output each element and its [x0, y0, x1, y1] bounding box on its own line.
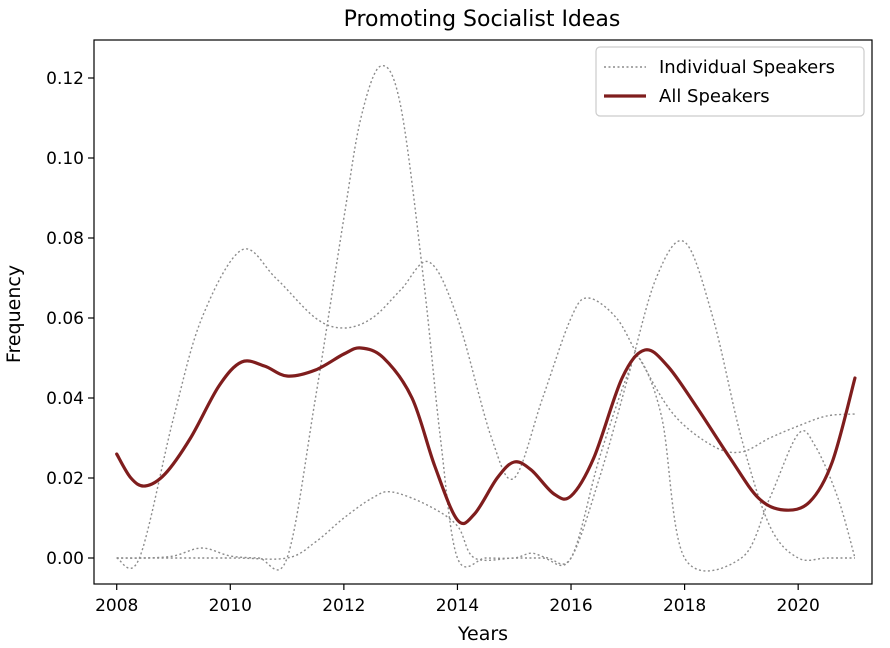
- x-tick-label: 2020: [777, 596, 820, 616]
- legend-label-individual-speakers: Individual Speakers: [659, 57, 835, 78]
- x-tick-label: 2016: [549, 596, 592, 616]
- y-tick-label: 0.06: [46, 309, 84, 329]
- x-tick-label: 2008: [95, 596, 138, 616]
- axes-frame: [93, 39, 873, 585]
- y-tick-label: 0.12: [46, 69, 84, 89]
- legend-box: [595, 46, 865, 117]
- x-axis-label: Years: [457, 623, 508, 645]
- legend: Individual Speakers All Speakers: [595, 46, 865, 117]
- y-tick-label: 0.02: [46, 469, 84, 489]
- series-group: [115, 65, 857, 572]
- plot-area: 2008 2010 2012 2014 2016 2018 2020 0.00 0.02 0.04…: [46, 39, 873, 616]
- y-axis-label: Frequency: [3, 265, 25, 363]
- series-line-individual-speaker-2: [116, 248, 856, 569]
- series-line-all-speakers: [115, 346, 857, 526]
- y-tick-label: 0.00: [46, 549, 84, 569]
- y-tick-label: 0.10: [46, 149, 84, 169]
- y-tick-label: 0.08: [46, 229, 84, 249]
- x-tick-label: 2014: [436, 596, 479, 616]
- chart-title: Promoting Socialist Ideas: [344, 7, 621, 32]
- y-tick-label: 0.04: [46, 389, 84, 409]
- x-tick-label: 2012: [322, 596, 365, 616]
- series-line-individual-speaker-1: [116, 65, 855, 571]
- series-line-individual-speaker-3: [116, 354, 856, 572]
- legend-label-all-speakers: All Speakers: [659, 86, 770, 107]
- x-tick-label: 2010: [209, 596, 252, 616]
- x-tick-label: 2018: [663, 596, 706, 616]
